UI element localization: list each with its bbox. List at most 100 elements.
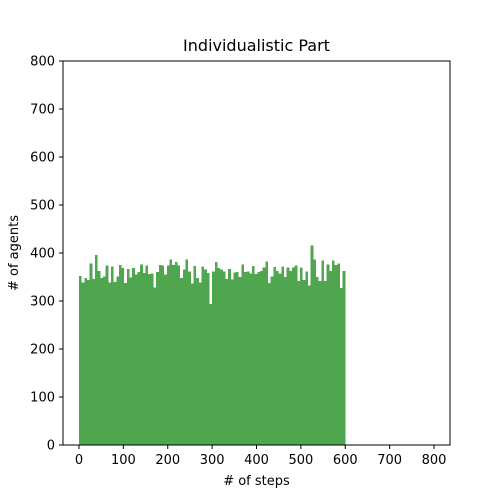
histogram-bar (81, 282, 85, 445)
histogram-bar (246, 271, 250, 445)
histogram-bar (233, 272, 237, 445)
x-tick-label: 200 (155, 453, 180, 468)
x-tick-label: 100 (111, 453, 136, 468)
histogram-bar (78, 276, 82, 445)
histogram-bar (209, 303, 213, 445)
histogram-bar (281, 266, 285, 445)
histogram-bar (124, 282, 127, 445)
histogram-bar (100, 277, 103, 445)
histogram-bar (153, 287, 157, 445)
histogram-bar (169, 259, 173, 445)
histogram-bar (134, 274, 138, 445)
histogram-bar (331, 260, 335, 445)
histogram-bar (249, 273, 253, 445)
histogram-bar (268, 283, 271, 445)
histogram-bar (180, 277, 183, 445)
histogram-bar (116, 276, 119, 445)
histogram-bar (121, 267, 125, 445)
histogram-bar (190, 283, 194, 445)
histogram-bar (118, 265, 122, 445)
histogram-bar (92, 278, 95, 445)
histogram-bar (97, 271, 101, 445)
histogram-bar (292, 267, 295, 445)
y-axis: 0 100 200 300 400 500 600 700 800 (30, 55, 63, 454)
histogram-bar (110, 266, 114, 445)
y-tick-label: 0 (47, 439, 55, 454)
chart-title: Individualistic Part (183, 36, 330, 55)
histogram-bar (307, 285, 311, 445)
histogram-bar (217, 267, 221, 445)
histogram-bar (286, 267, 290, 445)
histogram-bar (220, 269, 223, 445)
histogram-bar (132, 267, 135, 445)
histogram-bar (161, 265, 165, 445)
histogram-bar (321, 260, 324, 445)
histogram-bar (305, 271, 308, 445)
histogram-bar (262, 267, 266, 445)
histogram-bar (86, 279, 90, 445)
histogram-bar (228, 268, 231, 445)
histogram-bar (238, 277, 242, 445)
histogram-bar (302, 279, 306, 445)
histogram-bar (252, 265, 255, 445)
histogram-bar (342, 271, 346, 445)
histogram-bar (201, 266, 205, 445)
histogram-bar (198, 282, 202, 445)
x-tick-label: 500 (288, 453, 313, 468)
y-axis-title: # of agents (7, 215, 22, 291)
histogram-bar (150, 273, 154, 445)
y-tick-label: 500 (30, 199, 55, 214)
histogram-bar (196, 277, 199, 445)
x-tick-label: 600 (333, 453, 358, 468)
histogram-bar (142, 273, 146, 445)
histogram-bar (273, 266, 277, 445)
histogram-bar (206, 273, 210, 445)
histogram-bar (102, 276, 106, 445)
x-tick-label: 300 (200, 453, 225, 468)
histogram-bar (230, 279, 234, 445)
histogram-bar (214, 262, 218, 445)
histogram-bar (270, 276, 274, 445)
histogram-bar (278, 273, 282, 445)
histogram-bar (326, 264, 330, 445)
histogram-bar (193, 265, 197, 445)
histogram-bar (166, 265, 170, 445)
y-tick-label: 100 (30, 391, 55, 406)
histogram-bar (137, 272, 141, 445)
histogram-bar (244, 272, 247, 445)
y-tick-label: 200 (30, 343, 55, 358)
x-axis-title: # of steps (223, 474, 290, 489)
histogram-bar (339, 288, 343, 445)
histogram-bar (241, 264, 245, 445)
histogram-bar (323, 280, 327, 445)
histogram-bar (172, 265, 175, 445)
histogram-bar (337, 263, 340, 445)
histogram-bar (113, 281, 117, 445)
histogram-bar (89, 263, 93, 445)
histogram-bar (126, 268, 130, 445)
histogram-bar (164, 274, 167, 445)
histogram-bar (148, 274, 151, 445)
histogram-bar (212, 271, 215, 445)
histogram-bar (108, 282, 111, 445)
histogram-bar (177, 265, 181, 445)
histogram-bar (236, 272, 239, 445)
histogram-bar (294, 265, 298, 445)
x-tick-label: 0 (75, 453, 83, 468)
x-tick-label: 700 (377, 453, 402, 468)
y-tick-label: 600 (30, 151, 55, 166)
histogram-bar (310, 245, 314, 445)
x-tick-label: 400 (244, 453, 269, 468)
histogram-bar (257, 272, 261, 445)
histogram-bar (289, 271, 293, 445)
histogram-bar (222, 271, 226, 445)
histogram-bar (84, 277, 87, 445)
histogram-bar (182, 269, 186, 445)
histogram-bar (204, 269, 207, 445)
histogram-bar (276, 271, 279, 445)
histogram-bar (313, 259, 316, 445)
histogram-bar (145, 265, 149, 445)
histogram-bar (284, 277, 287, 445)
histogram-bar (315, 277, 319, 445)
histogram-bar (185, 259, 189, 445)
